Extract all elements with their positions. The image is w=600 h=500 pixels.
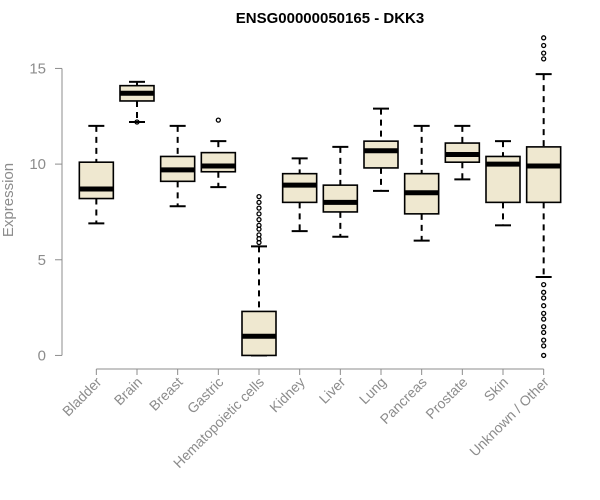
y-tick-label: 0 bbox=[38, 347, 46, 364]
outlier-point bbox=[541, 56, 547, 62]
outlier-point bbox=[215, 117, 221, 123]
box bbox=[200, 151, 237, 173]
box-group bbox=[241, 193, 277, 357]
x-tick-label: Lung bbox=[356, 374, 389, 407]
outlier-point bbox=[541, 310, 547, 316]
box-group bbox=[159, 124, 196, 208]
x-tick-label: Kidney bbox=[266, 374, 308, 416]
x-tick-label: Skin bbox=[481, 374, 512, 405]
outlier-point bbox=[541, 337, 547, 343]
outlier-point bbox=[256, 193, 262, 200]
outlier-point bbox=[541, 35, 547, 41]
y-axis: 0 5 10 15 bbox=[29, 60, 63, 364]
outlier-point bbox=[541, 329, 547, 336]
outlier-point bbox=[256, 216, 262, 223]
outlier-point bbox=[541, 343, 547, 349]
box-group bbox=[200, 117, 237, 189]
box-group bbox=[281, 157, 318, 233]
outlier-point bbox=[541, 50, 547, 56]
box-group bbox=[525, 35, 562, 359]
box bbox=[281, 172, 318, 204]
x-tick-label: Breast bbox=[146, 374, 186, 414]
x-tick-label: Liver bbox=[316, 374, 349, 407]
box-group bbox=[119, 80, 155, 125]
outlier-point bbox=[541, 42, 547, 49]
box bbox=[241, 310, 277, 357]
x-tick-label: Bladder bbox=[59, 374, 105, 420]
outlier-point bbox=[541, 316, 547, 322]
x-tick-label: Brain bbox=[111, 374, 145, 408]
outlier-point bbox=[541, 281, 547, 288]
y-tick-label: 5 bbox=[38, 252, 46, 269]
outlier-point bbox=[256, 211, 262, 217]
box-group bbox=[485, 140, 521, 227]
box-group bbox=[363, 107, 399, 192]
outlier-point bbox=[541, 352, 547, 359]
box-group bbox=[403, 124, 440, 242]
box-group bbox=[322, 145, 359, 238]
outlier-point bbox=[541, 324, 547, 330]
box-group bbox=[78, 124, 115, 225]
box bbox=[322, 184, 359, 213]
y-tick-label: 15 bbox=[29, 60, 46, 77]
outlier-point bbox=[541, 303, 547, 309]
y-axis-label: Expression bbox=[0, 163, 17, 237]
box-group bbox=[444, 124, 481, 181]
outlier-point bbox=[256, 222, 262, 228]
box bbox=[363, 140, 399, 169]
outlier-point bbox=[541, 289, 547, 295]
outlier-point bbox=[256, 232, 262, 238]
outlier-point bbox=[256, 199, 262, 206]
chart-title: ENSG00000050165 - DKK3 bbox=[236, 10, 424, 27]
y-tick-label: 10 bbox=[29, 156, 46, 173]
outlier-point bbox=[541, 295, 547, 301]
outlier-point bbox=[256, 205, 262, 211]
plot-area bbox=[78, 35, 562, 359]
box bbox=[525, 146, 562, 204]
box bbox=[78, 161, 115, 200]
x-tick-label: Prostate bbox=[422, 374, 470, 422]
outlier-point bbox=[134, 119, 140, 125]
